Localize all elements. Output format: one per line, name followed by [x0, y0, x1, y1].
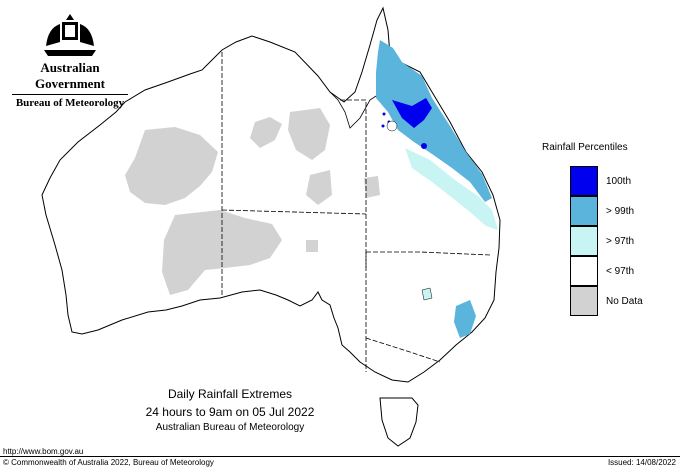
white-patch [386, 120, 398, 132]
above-99th-region [376, 40, 492, 202]
legend-label-97th: > 97th [606, 236, 635, 247]
government-logo: Australian Government Bureau of Meteorol… [8, 10, 132, 109]
no-data-small [306, 240, 318, 252]
government-name: Australian Government [34, 60, 106, 91]
no-data-central-west [125, 127, 218, 205]
legend-label-no-data: No Data [606, 296, 643, 307]
legend-swatch-100th [570, 166, 598, 196]
100th-spot [421, 143, 427, 149]
no-data-nt-east [288, 108, 330, 160]
gulf-coastline [329, 91, 377, 129]
above-97th-inland [421, 287, 433, 301]
no-data-regions [125, 108, 380, 295]
legend-swatch-99th [570, 196, 598, 226]
legend-swatch-97th [570, 226, 598, 256]
coat-of-arms-icon [44, 14, 96, 56]
no-data-qld-west [364, 176, 380, 198]
map-agency: Australian Bureau of Meteorology [155, 422, 305, 433]
border-nt-qld [340, 99, 367, 268]
legend-label-below-97th: < 97th [606, 266, 635, 277]
state-borders [221, 52, 491, 372]
legend-label-100th: 100th [606, 176, 632, 187]
legend-label-99th: > 99th [606, 206, 635, 217]
map-period: 24 hours to 9am on 05 Jul 2022 [145, 405, 315, 419]
border-nsw-vic [365, 337, 441, 363]
border-nsw-qld [366, 251, 491, 256]
border-nt-sa [221, 209, 367, 215]
legend-title: Rainfall Percentiles [542, 142, 628, 153]
100th-dot-c [381, 124, 385, 128]
website-link[interactable]: http://www.bom.gov.au [3, 447, 84, 456]
legend-swatch-no-data [570, 286, 598, 316]
issued-date: Issued: 14/08/2022 [607, 458, 676, 467]
footer-divider [0, 456, 680, 457]
map-title: Daily Rainfall Extremes [167, 387, 293, 401]
100th-region [392, 98, 432, 128]
legend-swatch-below-97th [570, 256, 598, 286]
tasmania-outline [379, 397, 419, 447]
no-data-east-central [306, 170, 332, 205]
100th-dot-a [382, 112, 386, 116]
bureau-name: Bureau of Meteorology [15, 97, 125, 109]
above-97th-region [405, 148, 498, 230]
no-data-nt-north [250, 117, 282, 148]
rainfall-percentile-regions [376, 40, 498, 338]
above-99th-south [454, 300, 476, 338]
copyright-text: © Commonwealth of Australia 2022, Bureau… [3, 458, 214, 467]
logo-divider [12, 94, 128, 95]
